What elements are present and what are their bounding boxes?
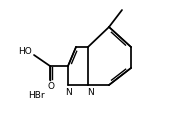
Text: HO: HO: [18, 48, 32, 57]
Text: O: O: [48, 82, 55, 91]
Text: HBr: HBr: [28, 90, 45, 99]
Text: N: N: [65, 88, 71, 97]
Text: N: N: [87, 88, 93, 97]
